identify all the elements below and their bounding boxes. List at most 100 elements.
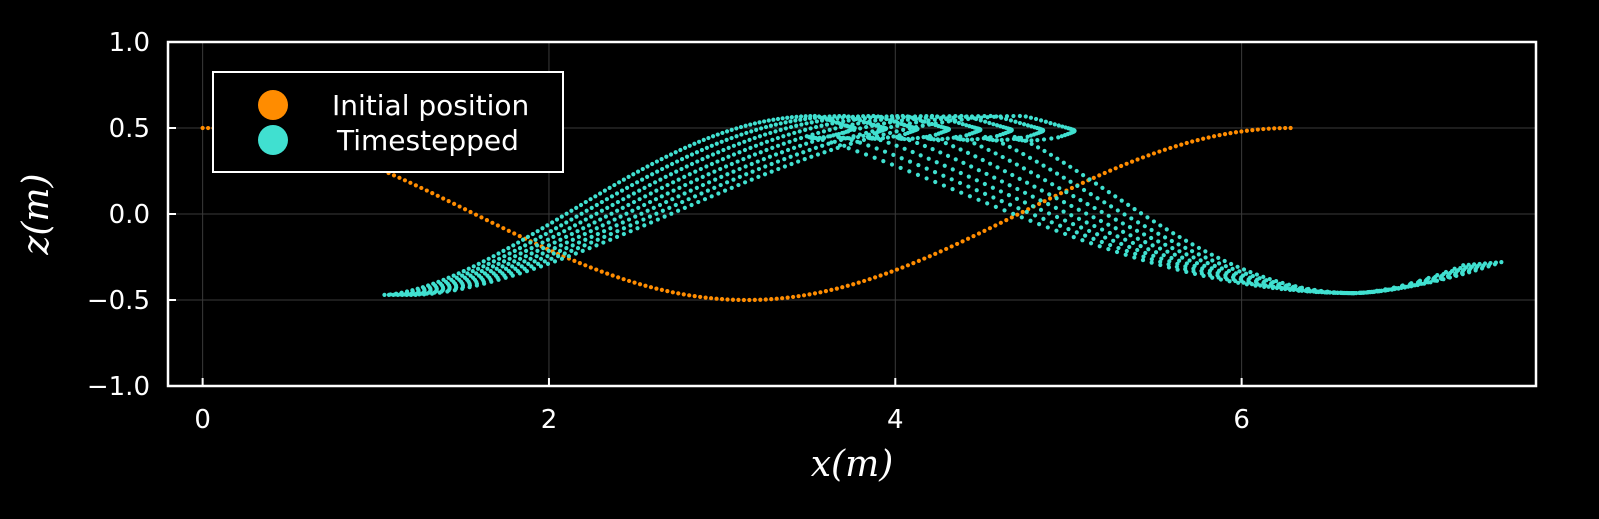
timestepped-point	[530, 231, 535, 237]
initial-position-point	[1184, 140, 1189, 146]
timestepped-point	[759, 141, 764, 146]
timestepped-point	[731, 152, 737, 157]
timestepped-point	[1024, 180, 1030, 185]
timestepped-point	[1042, 148, 1047, 154]
initial-position-point	[1217, 133, 1222, 138]
timestepped-point	[579, 211, 584, 216]
timestepped-point	[1108, 242, 1113, 248]
timestepped-point	[682, 191, 687, 196]
initial-position-point	[1037, 201, 1042, 206]
initial-position-point	[752, 297, 757, 303]
timestepped-point	[750, 169, 755, 174]
initial-position-point	[1146, 153, 1151, 158]
initial-position-point	[637, 282, 643, 287]
timestepped-point	[451, 273, 456, 278]
initial-position-point	[577, 261, 582, 266]
timestepped-point	[887, 130, 893, 136]
timestepped-point	[682, 174, 687, 180]
timestepped-point	[901, 115, 906, 120]
timestepped-point	[566, 254, 571, 259]
timestepped-point	[998, 114, 1003, 119]
timestepped-point	[816, 130, 821, 136]
timestepped-point	[924, 166, 929, 171]
timestepped-point	[564, 211, 569, 216]
timestepped-point	[664, 199, 669, 205]
timestepped-point	[640, 177, 645, 182]
timestepped-point	[582, 231, 587, 237]
timestepped-point	[924, 134, 929, 140]
timestepped-point	[767, 154, 773, 159]
timestepped-point	[1028, 115, 1034, 120]
timestepped-point	[1095, 196, 1100, 201]
timestepped-point	[725, 172, 730, 177]
timestepped-point	[773, 122, 778, 127]
timestepped-point	[855, 139, 860, 144]
timestepped-point	[949, 177, 954, 182]
timestepped-point	[1454, 273, 1459, 278]
timestepped-point	[902, 146, 907, 151]
timestepped-point	[497, 256, 502, 261]
timestepped-point	[737, 141, 742, 146]
timestepped-point	[1043, 178, 1048, 183]
initial-position-point	[867, 277, 872, 282]
timestepped-point	[1053, 205, 1058, 210]
timestepped-point	[1135, 220, 1141, 225]
timestepped-point	[1046, 202, 1051, 207]
timestepped-point	[743, 123, 748, 128]
timestepped-point	[858, 126, 863, 131]
timestepped-point	[787, 139, 792, 144]
timestepped-point	[581, 226, 586, 231]
timestepped-point	[1237, 269, 1242, 274]
timestepped-point	[519, 264, 524, 269]
timestepped-point	[993, 204, 998, 209]
initial-position-point	[402, 178, 408, 183]
timestepped-point	[861, 137, 867, 142]
timestepped-point	[572, 223, 578, 228]
timestepped-point	[994, 138, 999, 143]
initial-position-point	[927, 254, 932, 259]
timestepped-point	[757, 120, 762, 125]
timestepped-point	[1055, 156, 1060, 161]
initial-position-point	[741, 297, 746, 303]
timestepped-point	[1133, 251, 1138, 256]
timestepped-point	[710, 152, 716, 157]
timestepped-point	[798, 114, 804, 119]
timestepped-point	[857, 116, 862, 122]
timestepped-point	[1056, 135, 1061, 140]
timestepped-point	[934, 160, 939, 165]
timestepped-point	[720, 157, 726, 162]
timestepped-point	[1196, 245, 1202, 251]
timestepped-point	[991, 195, 996, 200]
timestepped-point	[639, 211, 644, 216]
timestepped-point	[1219, 266, 1224, 271]
legend: Initial position Timestepped	[212, 71, 564, 173]
timestepped-point	[852, 127, 857, 132]
timestepped-point	[1059, 134, 1064, 139]
timestepped-point	[833, 126, 838, 131]
timestepped-point	[663, 174, 668, 180]
initial-position-point	[1020, 209, 1025, 215]
timestepped-point	[404, 292, 409, 297]
timestepped-point	[982, 113, 987, 119]
timestepped-point	[474, 271, 479, 276]
timestepped-point	[386, 292, 392, 297]
initial-position-point	[1157, 149, 1162, 154]
initial-position-point	[1135, 157, 1140, 162]
initial-position-point	[774, 296, 779, 301]
timestepped-point	[927, 122, 932, 127]
initial-position-point	[900, 265, 905, 270]
timestepped-point	[956, 120, 961, 126]
y-tick-label: −0.5	[87, 286, 150, 316]
initial-position-point	[730, 297, 736, 302]
timestepped-point	[1056, 123, 1061, 128]
timestepped-point	[914, 124, 919, 130]
timestepped-point	[485, 266, 490, 271]
timestepped-point	[1057, 186, 1062, 191]
timestepped-point	[789, 161, 794, 167]
initial-position-point	[643, 283, 648, 288]
initial-position-point	[982, 228, 987, 233]
initial-position-point	[933, 251, 938, 256]
timestepped-point	[715, 132, 720, 137]
timestepped-point	[512, 248, 517, 253]
timestepped-point	[1076, 207, 1081, 212]
